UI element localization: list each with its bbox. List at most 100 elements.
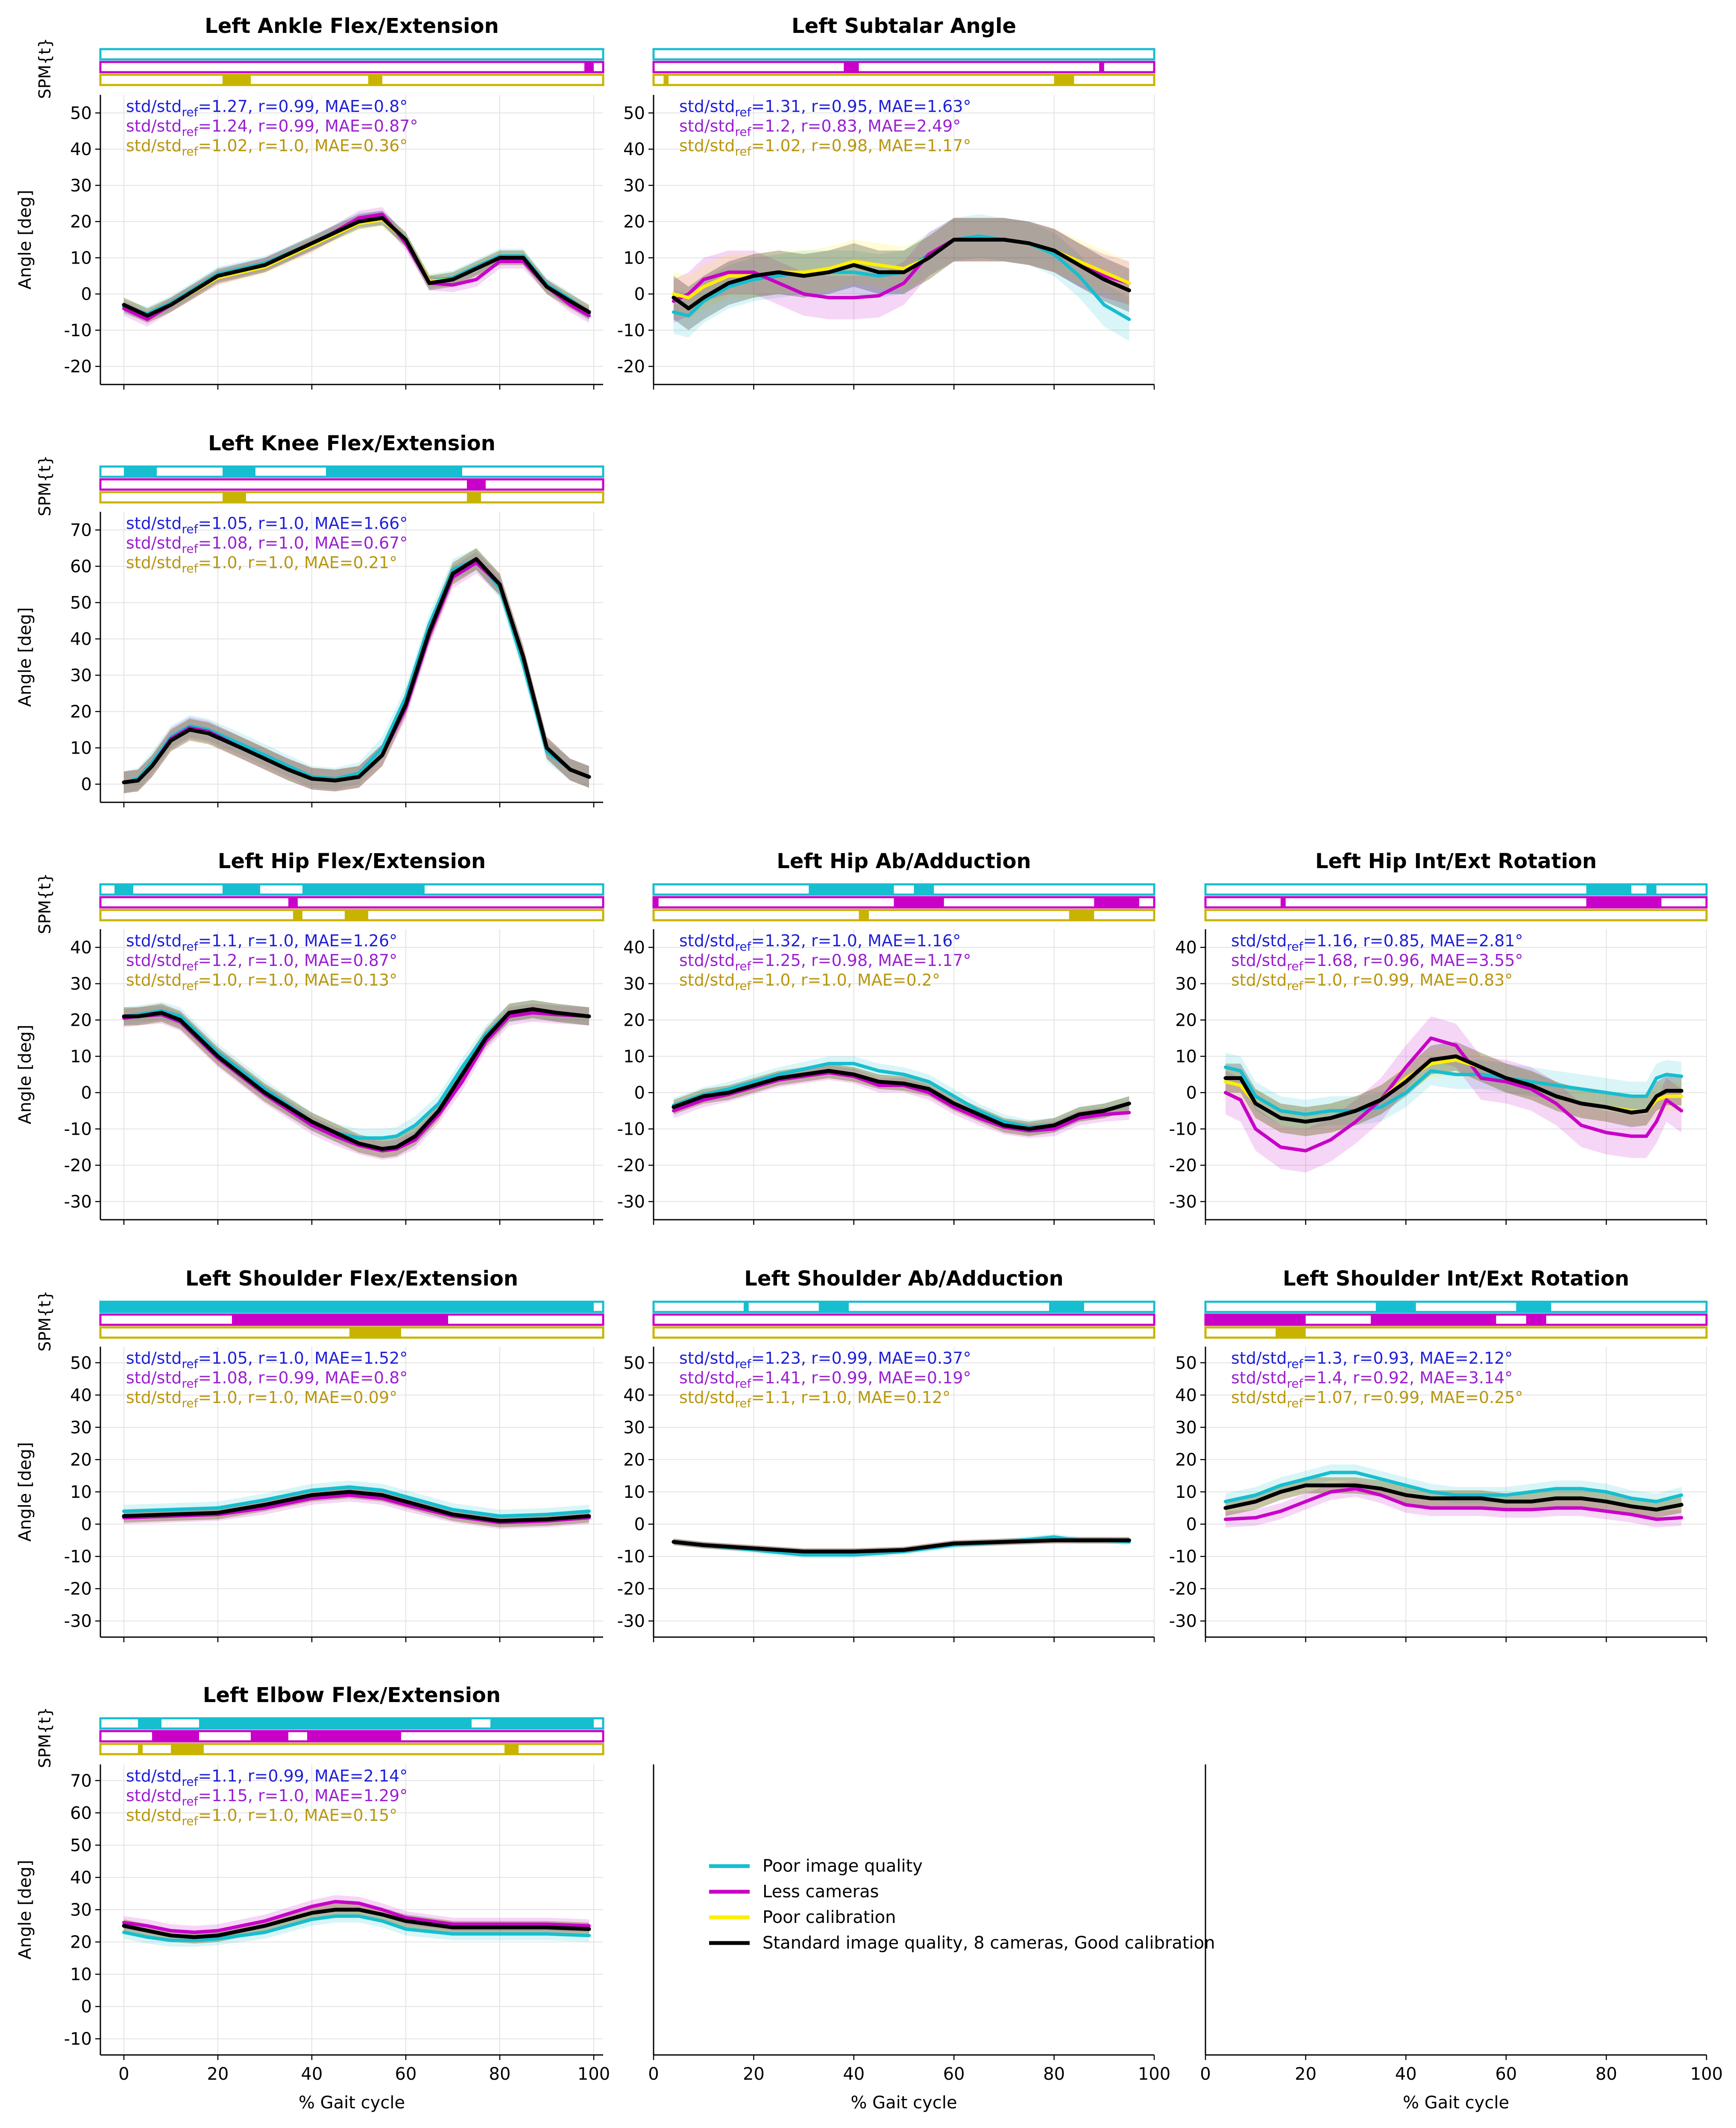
spm-axis-label: SPM{t} (35, 455, 54, 516)
spm-bar (652, 883, 1155, 896)
stat-text: =1.02, r=1.0, MAE=0.36° (198, 136, 408, 155)
stat-sub: ref (1287, 959, 1303, 973)
spm-cluster (504, 1744, 519, 1754)
spm-axis-label: SPM{t} (35, 873, 54, 934)
spm-bar (1204, 883, 1708, 896)
panel-left-shoulder-ab-adduction: Left Shoulder Ab/Adduction -30 -20 -10 0 10 20… (617, 1267, 1155, 1642)
plot-area (672, 214, 1131, 341)
stat-text: =1.25, r=0.98, MAE=1.17° (751, 951, 971, 970)
panel-left-hip-ab-adduction: Left Hip Ab/Adduction -30 -20 -10 0 10 20 30 40 s… (617, 849, 1155, 1225)
band-less-cameras (124, 552, 589, 793)
stat-line: std/stdref=1.3, r=0.93, MAE=2.12° (1231, 1349, 1513, 1371)
y-tick-label: 10 (623, 248, 645, 268)
x-tick-label: 100 (1138, 2064, 1170, 2084)
legend-item-poor-calibration: Poor calibration (709, 1908, 896, 1927)
spm-cluster (844, 62, 859, 72)
stat-sub: ref (182, 542, 198, 556)
y-tick-label: 0 (81, 1083, 92, 1103)
y-tick-label: 0 (1186, 1083, 1197, 1103)
stat-text: std/std (1231, 1349, 1287, 1368)
stat-text: std/std (126, 931, 182, 950)
spm-cluster (1205, 1315, 1306, 1325)
spm-cluster (1094, 897, 1139, 907)
y-tick-label: -30 (64, 1192, 92, 1212)
band-poor-image-quality (124, 211, 589, 321)
x-tick-label: 80 (1595, 2064, 1617, 2084)
spm-cluster (302, 884, 425, 895)
stat-sub: ref (735, 105, 751, 119)
x-axis-label: % Gait cycle (1403, 2093, 1509, 2113)
legend: Poor image quality Less cameras Poor calib… (709, 1856, 1215, 1953)
y-tick-label: -10 (1169, 1547, 1197, 1567)
line-less-cameras (122, 561, 591, 784)
y-tick-label: 10 (70, 248, 92, 268)
y-tick-label: 30 (70, 176, 92, 196)
legend-item-poor-image-quality: Poor image quality (709, 1856, 923, 1876)
stat-text: =1.24, r=0.99, MAE=0.87° (198, 117, 418, 135)
y-tick-label: 30 (623, 176, 645, 196)
panel-title: Left Hip Flex/Extension (218, 849, 486, 873)
stat-text: =1.0, r=1.0, MAE=0.21° (198, 553, 397, 572)
line-less-cameras (122, 1900, 591, 1934)
panel-title: Left Shoulder Ab/Adduction (744, 1267, 1063, 1291)
stat-text: =1.07, r=0.99, MAE=0.25° (1303, 1388, 1523, 1407)
legend-item-less-cameras: Less cameras (709, 1882, 879, 1902)
band-poor-calibration (124, 548, 589, 793)
plot-area (672, 1056, 1131, 1138)
x-tick-label: 60 (943, 2064, 965, 2084)
stat-text: =1.02, r=0.98, MAE=1.17° (751, 136, 971, 155)
spm-bar (1204, 1326, 1708, 1339)
stat-text: std/std (679, 931, 735, 950)
x-axis-label: % Gait cycle (299, 2093, 405, 2113)
spm-cluster (663, 75, 669, 85)
y-tick-label: 0 (634, 1515, 645, 1535)
panel-left-subtalar-angle: Left Subtalar Angle -20 -10 0 10 20 30 40 50 std/… (617, 14, 1155, 390)
legend-label: Poor image quality (762, 1856, 923, 1876)
stat-line: std/stdref=1.1, r=0.99, MAE=2.14° (126, 1767, 408, 1789)
stat-sub: ref (182, 105, 198, 119)
stat-line: std/stdref=1.16, r=0.85, MAE=2.81° (1231, 931, 1523, 954)
y-tick-label: 20 (70, 212, 92, 232)
y-tick-label: 40 (70, 938, 92, 958)
line-poor-image-quality (122, 1007, 591, 1140)
y-tick-label: -10 (64, 1547, 92, 1567)
x-axis-label: % Gait cycle (850, 2093, 957, 2113)
spm-cluster (223, 492, 246, 502)
y-tick-label: 10 (1175, 1047, 1197, 1067)
stat-text: =1.15, r=1.0, MAE=1.29° (198, 1786, 408, 1805)
panel-left-hip-flex-extension: Left Hip Flex/Extension SPM{t} -30 -20 -10 0 1… (15, 849, 604, 1225)
stat-text: std/std (679, 97, 735, 116)
plot-area (122, 1895, 591, 1947)
spm-bar (99, 61, 604, 73)
spm-cluster (1516, 1302, 1551, 1312)
y-tick-label: 10 (70, 1047, 92, 1067)
stat-sub: ref (182, 1775, 198, 1789)
stat-sub: ref (182, 1396, 198, 1410)
stat-text: std/std (126, 1767, 182, 1785)
spm-cluster (809, 884, 894, 895)
y-tick-label: -20 (64, 1579, 92, 1599)
stat-text: std/std (679, 1388, 735, 1407)
y-tick-label: 60 (70, 557, 92, 577)
stat-line: std/stdref=1.02, r=1.0, MAE=0.36° (126, 136, 408, 158)
spm-cluster (251, 1731, 288, 1741)
y-tick-label: 20 (1175, 1011, 1197, 1030)
panel-title: Left Ankle Flex/Extension (205, 14, 499, 38)
panel-empty-axis-11: 0 20 40 60 80 100 % Gait cycle (1200, 1764, 1723, 2113)
stat-line: std/stdref=1.4, r=0.92, MAE=3.14° (1231, 1368, 1513, 1391)
spm-cluster (654, 897, 659, 907)
spm-cluster (490, 1718, 594, 1729)
x-tick-label: 60 (1495, 2064, 1517, 2084)
stat-line: std/stdref=1.0, r=0.99, MAE=0.83° (1231, 971, 1513, 993)
x-tick-label: 60 (395, 2064, 417, 2084)
stat-text: std/std (126, 951, 182, 970)
band-poor-calibration (673, 1063, 1129, 1136)
spm-cluster (467, 492, 481, 502)
stat-text: =1.32, r=1.0, MAE=1.16° (751, 931, 961, 950)
spm-axis-label: SPM{t} (35, 1290, 54, 1351)
line-less-cameras (1223, 1487, 1683, 1521)
stat-sub: ref (735, 1396, 751, 1410)
stat-text: =1.1, r=1.0, MAE=1.26° (198, 931, 397, 950)
y-tick-label: 50 (623, 103, 645, 123)
stat-text: =1.0, r=1.0, MAE=0.2° (751, 971, 940, 989)
